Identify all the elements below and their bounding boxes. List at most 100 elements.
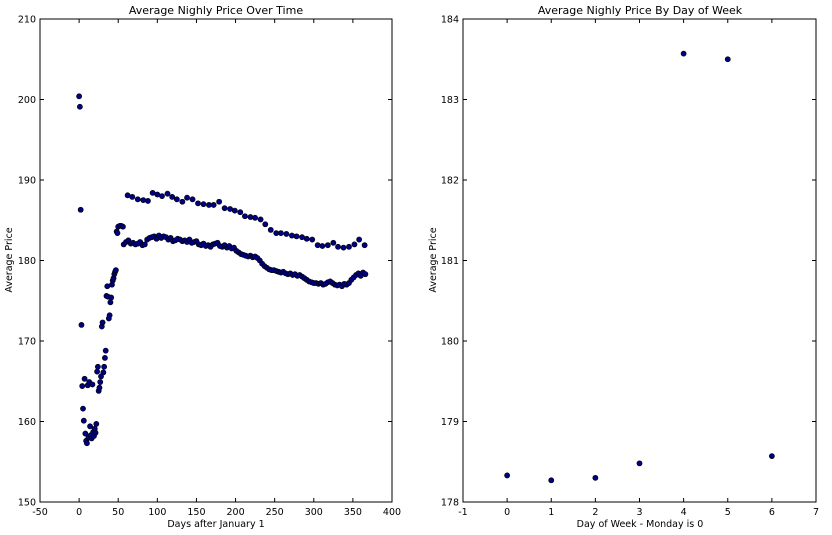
x-tick-label: -1 bbox=[458, 507, 467, 518]
data-point bbox=[210, 202, 217, 208]
x-tick-label: 7 bbox=[813, 507, 819, 518]
y-axis-label: Average Price bbox=[4, 227, 15, 292]
data-point bbox=[680, 50, 687, 57]
data-point bbox=[362, 271, 369, 278]
data-point bbox=[189, 196, 196, 203]
data-point bbox=[309, 236, 316, 243]
data-point bbox=[84, 440, 90, 447]
x-tick-label: 150 bbox=[187, 507, 205, 518]
data-point bbox=[134, 196, 141, 203]
x-tick-label: 0 bbox=[504, 507, 510, 518]
plot-frame bbox=[462, 18, 817, 503]
data-point bbox=[94, 363, 101, 370]
data-point bbox=[82, 430, 89, 437]
data-point bbox=[231, 207, 238, 214]
data-point bbox=[114, 230, 121, 237]
y-tick-label: 182 bbox=[441, 176, 459, 187]
data-point bbox=[278, 230, 284, 237]
data-point bbox=[80, 417, 87, 424]
x-tick-label: 250 bbox=[266, 507, 284, 518]
x-tick-label: 350 bbox=[344, 507, 362, 518]
data-point bbox=[92, 429, 99, 436]
y-tick-label: 190 bbox=[18, 176, 36, 187]
data-point bbox=[324, 242, 331, 249]
data-point bbox=[283, 231, 290, 237]
data-point bbox=[102, 355, 108, 361]
data-point bbox=[184, 194, 190, 201]
point-group bbox=[76, 93, 369, 447]
y-tick-label: 160 bbox=[18, 417, 36, 428]
data-point bbox=[340, 244, 347, 251]
y-tick-label: 200 bbox=[18, 95, 36, 106]
x-tick-label: 400 bbox=[383, 507, 401, 518]
y-tick-label: 181 bbox=[441, 256, 459, 267]
data-point bbox=[257, 216, 264, 223]
data-point bbox=[106, 312, 113, 319]
y-tick-label: 178 bbox=[441, 498, 459, 509]
data-point bbox=[77, 206, 84, 213]
y-tick-label: 170 bbox=[18, 337, 36, 348]
y-axis-label: Average Price bbox=[428, 227, 439, 292]
data-point bbox=[93, 421, 100, 427]
x-axis-label: Days after January 1 bbox=[167, 519, 264, 530]
chart-title: Average Nighly Price By Day of Week bbox=[538, 4, 743, 17]
data-point bbox=[200, 201, 207, 208]
chart-by-day-of-week: Average Nighly Price By Day of Week Day … bbox=[428, 4, 819, 530]
data-point bbox=[100, 369, 107, 376]
data-point bbox=[112, 267, 119, 274]
x-tick-label: 2 bbox=[592, 507, 598, 518]
data-point bbox=[141, 241, 148, 248]
data-point bbox=[504, 472, 511, 479]
chart-over-time: Average Nighly Price Over Time Days afte… bbox=[4, 4, 401, 530]
x-tick-label: 5 bbox=[725, 507, 731, 518]
data-point bbox=[636, 460, 643, 467]
data-point bbox=[195, 200, 201, 207]
y-tick-label: 210 bbox=[18, 15, 36, 26]
data-point bbox=[89, 381, 96, 388]
data-point bbox=[108, 294, 115, 301]
plot-frame bbox=[39, 18, 393, 503]
data-point bbox=[252, 214, 259, 221]
x-tick-label: -50 bbox=[32, 507, 48, 518]
data-point bbox=[145, 198, 151, 204]
data-point bbox=[592, 474, 599, 481]
x-tick-label: 50 bbox=[112, 507, 124, 518]
x-tick-label: 3 bbox=[636, 507, 642, 518]
data-point bbox=[94, 368, 101, 375]
data-point bbox=[87, 423, 93, 430]
data-point bbox=[548, 477, 555, 484]
y-tick-label: 180 bbox=[18, 256, 36, 267]
x-tick-label: 0 bbox=[76, 507, 82, 518]
data-point bbox=[169, 194, 176, 200]
data-point bbox=[319, 243, 326, 249]
data-point bbox=[768, 453, 775, 460]
chart-title: Average Nighly Price Over Time bbox=[129, 4, 303, 17]
data-point bbox=[356, 236, 363, 243]
x-tick-label: 1 bbox=[548, 507, 554, 518]
x-tick-label: 300 bbox=[305, 507, 323, 518]
data-point bbox=[303, 235, 310, 242]
data-point bbox=[216, 198, 223, 205]
data-point bbox=[351, 241, 358, 248]
data-point bbox=[102, 347, 109, 354]
data-point bbox=[81, 375, 88, 382]
data-point bbox=[314, 242, 321, 249]
data-point bbox=[129, 194, 136, 200]
y-tick-label: 179 bbox=[441, 417, 459, 428]
data-point bbox=[242, 213, 248, 220]
data-point bbox=[97, 379, 104, 385]
data-point bbox=[267, 227, 274, 233]
data-point bbox=[107, 299, 114, 306]
data-point bbox=[237, 209, 244, 216]
data-point bbox=[724, 56, 731, 63]
data-point bbox=[80, 405, 86, 412]
tick-group: -50 0 50 100 150 200 250 300 350 400 150 160 170 180 1… bbox=[18, 15, 401, 519]
data-point bbox=[101, 363, 108, 370]
data-point bbox=[346, 243, 352, 250]
y-tick-label: 184 bbox=[441, 15, 459, 26]
data-point bbox=[99, 319, 106, 326]
data-point bbox=[159, 193, 165, 199]
data-point bbox=[173, 196, 180, 203]
x-tick-label: 6 bbox=[769, 507, 775, 518]
